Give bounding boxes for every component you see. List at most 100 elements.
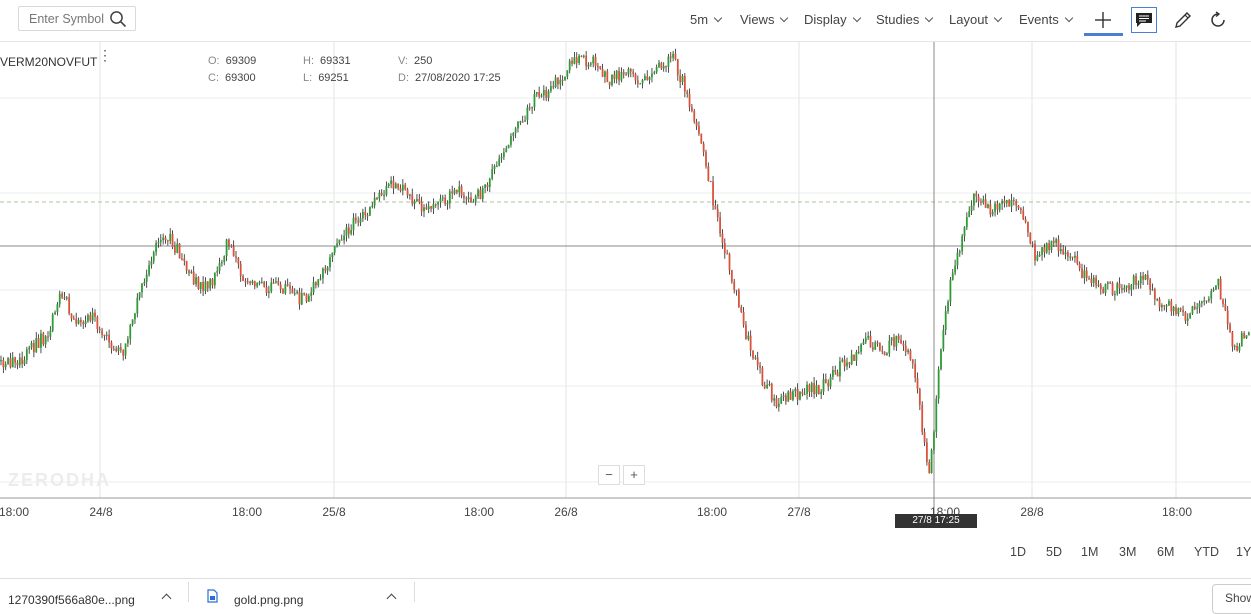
candle-body [213,272,216,286]
symbol-search[interactable] [18,6,136,31]
candle-body [1130,284,1133,291]
candle-body [796,389,799,400]
candle-body [517,121,519,129]
candle-body [108,334,110,343]
chevron-up-icon[interactable] [386,593,397,604]
candle-body [51,314,54,331]
zoom-out-button[interactable]: − [598,465,620,485]
candle-body [143,281,146,284]
chevron-down-icon [1064,13,1073,23]
layout-label: Layout [949,12,989,27]
candle-body [705,152,707,167]
candle-body [857,351,860,353]
candle-body [1184,312,1187,321]
zoom-in-button[interactable]: + [623,465,645,485]
download-item-1[interactable]: 1270390f566a80e...png [8,593,135,607]
candle-body [702,143,705,153]
comment-button[interactable] [1131,7,1157,33]
display-menu[interactable]: Display [804,12,861,27]
candle-body [122,349,125,356]
candle-body [58,293,61,305]
candle-body [451,191,454,194]
views-label: Views [740,12,775,27]
candle-body [103,334,106,337]
reset-button[interactable] [1206,8,1230,32]
candle-body [420,202,423,212]
candle-body [526,107,529,121]
x-axis-label: 18:00 [696,505,728,519]
draw-button[interactable] [1171,8,1195,32]
candle-body [1050,240,1053,251]
candle-body [867,335,870,338]
range-3m[interactable]: 3M [1119,545,1137,559]
candle-body [446,203,449,205]
crosshair-button[interactable] [1091,8,1115,32]
candle-body [1193,306,1196,309]
candle-body [1217,278,1220,286]
candle-body [730,269,733,282]
candle-body [432,204,435,209]
candle-body [958,251,961,253]
candle-body [688,93,691,108]
candle-body [28,347,31,350]
candle-body [1095,277,1097,286]
candle-body [493,166,496,170]
candle-body [625,74,627,76]
candle-body [1125,285,1128,288]
candle-body [87,315,89,322]
candle-body [874,342,877,350]
interval-dropdown[interactable]: 5m [690,12,723,27]
layout-menu[interactable]: Layout [949,12,1003,27]
candle-body [1215,285,1217,290]
candle-body [740,307,743,313]
studies-menu[interactable]: Studies [876,12,934,27]
range-ytd[interactable]: YTD [1194,545,1219,559]
candle-body [456,189,458,193]
candle-body [221,262,223,264]
candle-body [1029,232,1032,244]
download-item-2[interactable]: gold.png.png [234,593,304,607]
candle-body [315,282,317,286]
candle-body [655,67,658,73]
candle-body [735,289,738,292]
candle-body [1175,306,1177,315]
candle-body [538,92,541,97]
show-all-button[interactable]: Show [1212,584,1251,614]
candle-body [406,189,409,196]
candle-body [148,265,150,275]
price-chart[interactable] [0,42,1251,528]
candle-body [681,76,684,83]
range-1m[interactable]: 1M [1081,545,1099,559]
candle-body [399,188,402,191]
candle-body [291,288,294,294]
x-axis-label: 18:00 [231,505,263,519]
candle-body [1092,277,1095,284]
candle-body [691,107,693,112]
candle-body [54,312,56,315]
range-1y[interactable]: 1Y [1236,545,1251,559]
search-input[interactable] [19,7,117,30]
kebab-menu-icon[interactable]: ⋮ [98,47,112,63]
candle-body [465,198,468,200]
candle-body [42,333,45,345]
candle-body [521,121,524,123]
candle-body [354,217,357,221]
candle-body [72,318,75,320]
candle-body [4,364,7,368]
candle-body [749,335,752,351]
search-icon[interactable] [109,10,127,28]
candle-body [1151,289,1154,291]
candle-body [91,312,94,321]
range-1d[interactable]: 1D [1010,545,1026,559]
range-5d[interactable]: 5D [1046,545,1062,559]
views-menu[interactable]: Views [740,12,789,27]
candle-body [1010,199,1013,207]
candle-body [900,339,902,344]
range-6m[interactable]: 6M [1157,545,1175,559]
chevron-up-icon[interactable] [161,593,172,604]
ohlc-volume: V: 250 [398,55,432,67]
events-menu[interactable]: Events [1019,12,1073,27]
candle-body [21,357,24,365]
candle-body [808,384,811,392]
candle-body [150,261,153,266]
